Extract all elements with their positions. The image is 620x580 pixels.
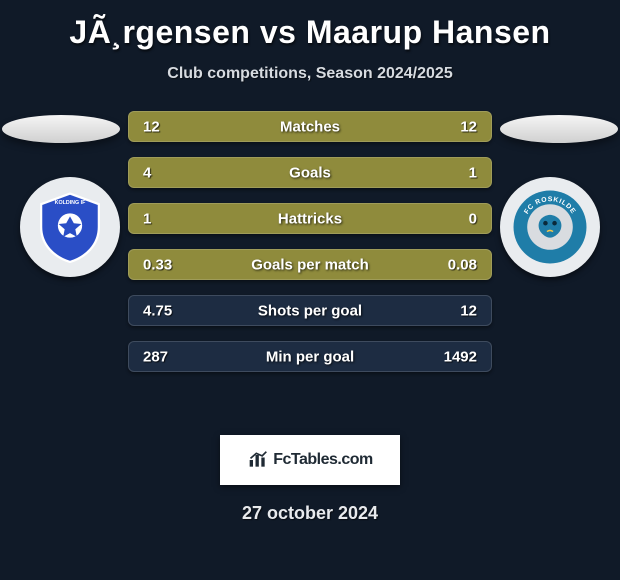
club-crest-left: KOLDING IF — [20, 177, 120, 277]
stat-row: 4Goals1 — [128, 157, 492, 188]
crest-ring-icon: FC ROSKILDE — [512, 189, 588, 265]
player-left-silhouette — [2, 115, 120, 143]
stat-label: Hattricks — [129, 210, 491, 227]
shield-icon: KOLDING IF — [32, 189, 108, 265]
stat-label: Min per goal — [129, 348, 491, 365]
club-crest-right: FC ROSKILDE — [500, 177, 600, 277]
stat-row: 12Matches12 — [128, 111, 492, 142]
stat-row: 287Min per goal1492 — [128, 341, 492, 372]
stat-row: 4.75Shots per goal12 — [128, 295, 492, 326]
stat-value-right: 0.08 — [448, 256, 477, 273]
subtitle: Club competitions, Season 2024/2025 — [0, 65, 620, 83]
stat-row: 1Hattricks0 — [128, 203, 492, 234]
bars-icon — [247, 450, 269, 470]
date-text: 27 october 2024 — [0, 503, 620, 524]
stat-value-right: 12 — [460, 118, 477, 135]
player-right-silhouette — [500, 115, 618, 143]
logo-text: FcTables.com — [273, 451, 373, 469]
stat-value-right: 1 — [469, 164, 477, 181]
stat-row: 0.33Goals per match0.08 — [128, 249, 492, 280]
stats-column: 12Matches124Goals11Hattricks00.33Goals p… — [128, 111, 492, 372]
stat-label: Goals — [129, 164, 491, 181]
fctables-logo: FcTables.com — [220, 435, 400, 485]
page-title: JÃ¸rgensen vs Maarup Hansen — [0, 0, 620, 51]
stat-value-right: 0 — [469, 210, 477, 227]
stat-label: Shots per goal — [129, 302, 491, 319]
stat-label: Matches — [129, 118, 491, 135]
stat-label: Goals per match — [129, 256, 491, 273]
comparison-arena: KOLDING IF FC ROSKILDE 12Matches124Goals… — [0, 111, 620, 411]
stat-value-right: 1492 — [444, 348, 477, 365]
stat-value-right: 12 — [460, 302, 477, 319]
svg-text:KOLDING IF: KOLDING IF — [55, 200, 86, 206]
